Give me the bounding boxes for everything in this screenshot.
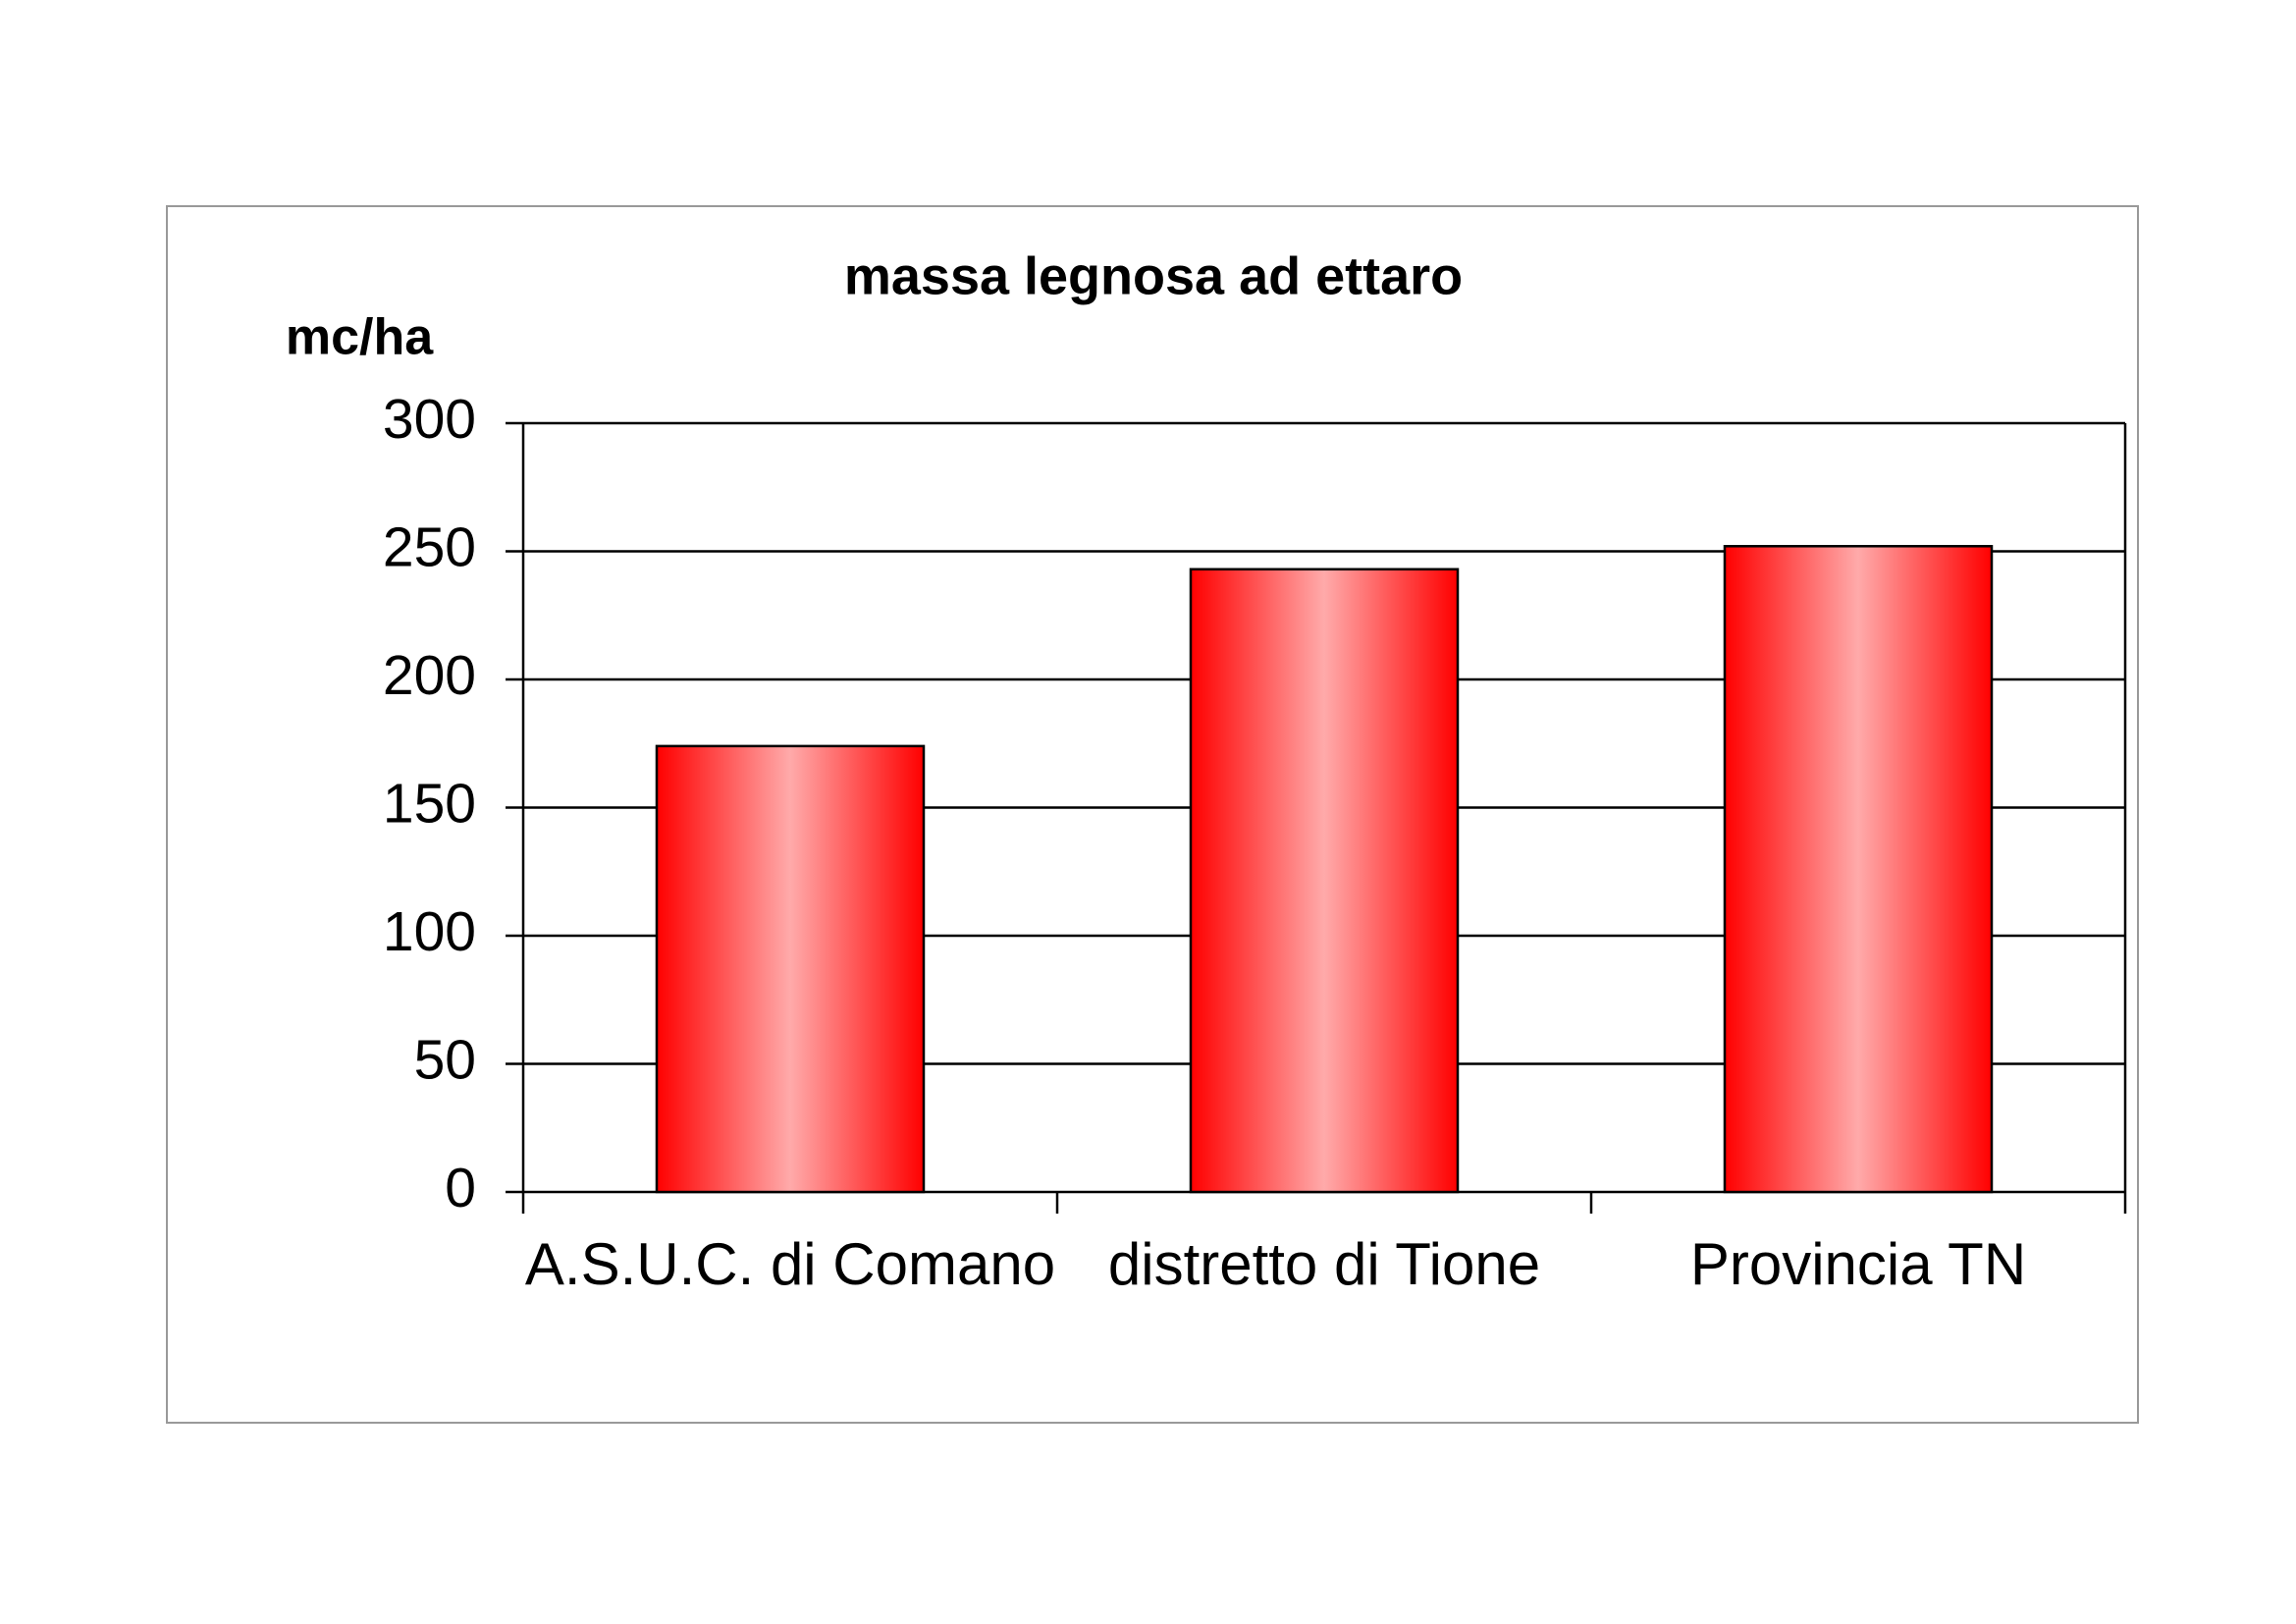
y-tick-label: 250 [383, 516, 476, 579]
y-tick-label: 100 [383, 900, 476, 963]
chart-title: massa legnosa ad ettaro [844, 246, 1463, 305]
y-tick-label: 50 [414, 1029, 476, 1092]
x-tick-label: distretto di Tione [1107, 1231, 1541, 1297]
y-tick-label: 300 [383, 388, 476, 451]
y-axis-label: mc/ha [286, 309, 434, 366]
y-tick-label: 0 [445, 1157, 476, 1219]
bar [655, 744, 926, 1194]
x-tick-label: Provincia TN [1689, 1231, 2027, 1297]
y-tick-label: 150 [383, 773, 476, 836]
bar [1189, 568, 1460, 1194]
y-tick-label: 200 [383, 644, 476, 707]
x-tick-label: A.S.U.C. di Comano [524, 1231, 1056, 1297]
bar [1723, 545, 1994, 1194]
